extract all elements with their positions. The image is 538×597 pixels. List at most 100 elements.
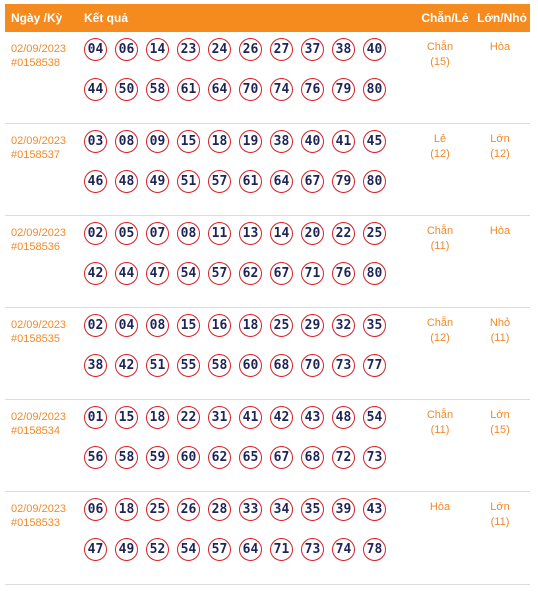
lon-nho-count: (15): [490, 424, 510, 436]
number-ball: 01: [84, 406, 107, 429]
table-row: 02/09/2023 #0158535 02 04 08 15 16 18 25 29 32 35 38…: [5, 308, 530, 400]
lon-nho-value: Hòa: [489, 225, 511, 237]
number-ball: 74: [270, 78, 293, 101]
number-ball: 14: [146, 38, 169, 61]
number-ball: 18: [208, 130, 231, 153]
header-date: Ngày /Kỳ: [11, 11, 63, 25]
lon-nho-value: Lớn: [490, 409, 510, 421]
number-ball: 49: [115, 538, 138, 561]
table-header: Ngày /Kỳ Kết quả Chẵn/Lẻ Lớn/Nhỏ: [5, 4, 530, 32]
number-ball: 08: [115, 130, 138, 153]
lon-nho-cell: Hòa: [472, 216, 528, 239]
table-row: 02/09/2023 #0158534 01 15 18 22 31 41 42 43 48 54 56…: [5, 400, 530, 492]
lon-nho-count: (11): [490, 516, 510, 528]
result-numbers: 03 08 09 15 18 19 38 40 41 45 46 48 49 51 57 61 64 67 79 80: [84, 124, 396, 215]
number-ball: 29: [301, 314, 324, 337]
number-ball: 54: [363, 406, 386, 429]
number-ball: 64: [239, 538, 262, 561]
chan-le-value: Chẵn: [426, 41, 454, 53]
draw-date-cell: 02/09/2023 #0158535: [5, 308, 84, 399]
number-ball: 28: [208, 498, 231, 521]
number-ball: 06: [84, 498, 107, 521]
number-ball: 20: [301, 222, 324, 245]
number-ball: 18: [239, 314, 262, 337]
table-row: 02/09/2023 #0158537 03 08 09 15 18 19 38 40 41 45 46…: [5, 124, 530, 216]
number-ball: 79: [332, 170, 355, 193]
number-ball: 23: [177, 38, 200, 61]
table-row: 02/09/2023 #0158536 02 05 07 08 11 13 14 20 22 25 42…: [5, 216, 530, 308]
header-lon-nho: Lớn/Nhỏ: [477, 11, 527, 25]
number-ball: 76: [301, 78, 324, 101]
chan-le-count: (12): [430, 332, 450, 344]
number-ball: 51: [146, 354, 169, 377]
number-ball: 06: [115, 38, 138, 61]
chan-le-count: (15): [430, 56, 450, 68]
number-ball: 43: [301, 406, 324, 429]
number-ball: 73: [332, 354, 355, 377]
number-ball: 26: [177, 498, 200, 521]
number-ball: 25: [146, 498, 169, 521]
lon-nho-cell: Lớn (15): [472, 400, 528, 438]
number-ball: 80: [363, 78, 386, 101]
number-ball: 40: [363, 38, 386, 61]
number-ball: 39: [332, 498, 355, 521]
chan-le-value: Chẵn: [426, 317, 454, 329]
number-ball: 44: [84, 78, 107, 101]
number-ball: 58: [208, 354, 231, 377]
chan-le-count: (12): [430, 148, 450, 160]
number-ball: 71: [301, 262, 324, 285]
draw-id: #0158538: [11, 57, 60, 69]
lon-nho-value: Lớn: [490, 133, 510, 145]
draw-date: 02/09/2023: [11, 319, 67, 331]
draw-id: #0158534: [11, 425, 60, 437]
number-ball: 44: [115, 262, 138, 285]
number-ball: 62: [208, 446, 231, 469]
header-chan-le: Chẵn/Lẻ: [421, 11, 469, 25]
number-ball: 15: [177, 314, 200, 337]
draw-date-cell: 02/09/2023 #0158534: [5, 400, 84, 491]
number-ball: 11: [208, 222, 231, 245]
number-ball: 43: [363, 498, 386, 521]
number-ball: 78: [363, 538, 386, 561]
number-ball: 08: [177, 222, 200, 245]
number-ball: 51: [177, 170, 200, 193]
results-table: Ngày /Kỳ Kết quả Chẵn/Lẻ Lớn/Nhỏ 02/09/2…: [5, 4, 530, 585]
number-ball: 38: [270, 130, 293, 153]
number-ball: 58: [115, 446, 138, 469]
number-ball: 02: [84, 222, 107, 245]
number-ball: 07: [146, 222, 169, 245]
chan-le-value: Hòa: [429, 501, 451, 513]
number-ball: 73: [301, 538, 324, 561]
number-ball: 55: [177, 354, 200, 377]
number-ball: 68: [270, 354, 293, 377]
lon-nho-cell: Lớn (11): [472, 492, 528, 530]
number-ball: 03: [84, 130, 107, 153]
number-ball: 80: [363, 262, 386, 285]
number-ball: 71: [270, 538, 293, 561]
draw-date: 02/09/2023: [11, 43, 67, 55]
number-ball: 22: [177, 406, 200, 429]
number-ball: 65: [239, 446, 262, 469]
chan-le-cell: Chẵn (11): [411, 216, 469, 254]
number-ball: 42: [115, 354, 138, 377]
number-ball: 68: [301, 446, 324, 469]
number-ball: 64: [270, 170, 293, 193]
draw-date: 02/09/2023: [11, 135, 67, 147]
result-numbers: 02 04 08 15 16 18 25 29 32 35 38 42 51 55 58 60 68 70 73 77: [84, 308, 396, 399]
number-ball: 52: [146, 538, 169, 561]
number-ball: 31: [208, 406, 231, 429]
number-ball: 57: [208, 538, 231, 561]
number-ball: 24: [208, 38, 231, 61]
number-ball: 09: [146, 130, 169, 153]
number-ball: 60: [177, 446, 200, 469]
number-ball: 50: [115, 78, 138, 101]
number-ball: 15: [177, 130, 200, 153]
number-ball: 42: [84, 262, 107, 285]
number-ball: 41: [239, 406, 262, 429]
lon-nho-cell: Nhỏ (11): [472, 308, 528, 346]
lon-nho-cell: Hòa: [472, 32, 528, 55]
number-ball: 67: [270, 262, 293, 285]
number-ball: 22: [332, 222, 355, 245]
number-ball: 34: [270, 498, 293, 521]
number-ball: 60: [239, 354, 262, 377]
